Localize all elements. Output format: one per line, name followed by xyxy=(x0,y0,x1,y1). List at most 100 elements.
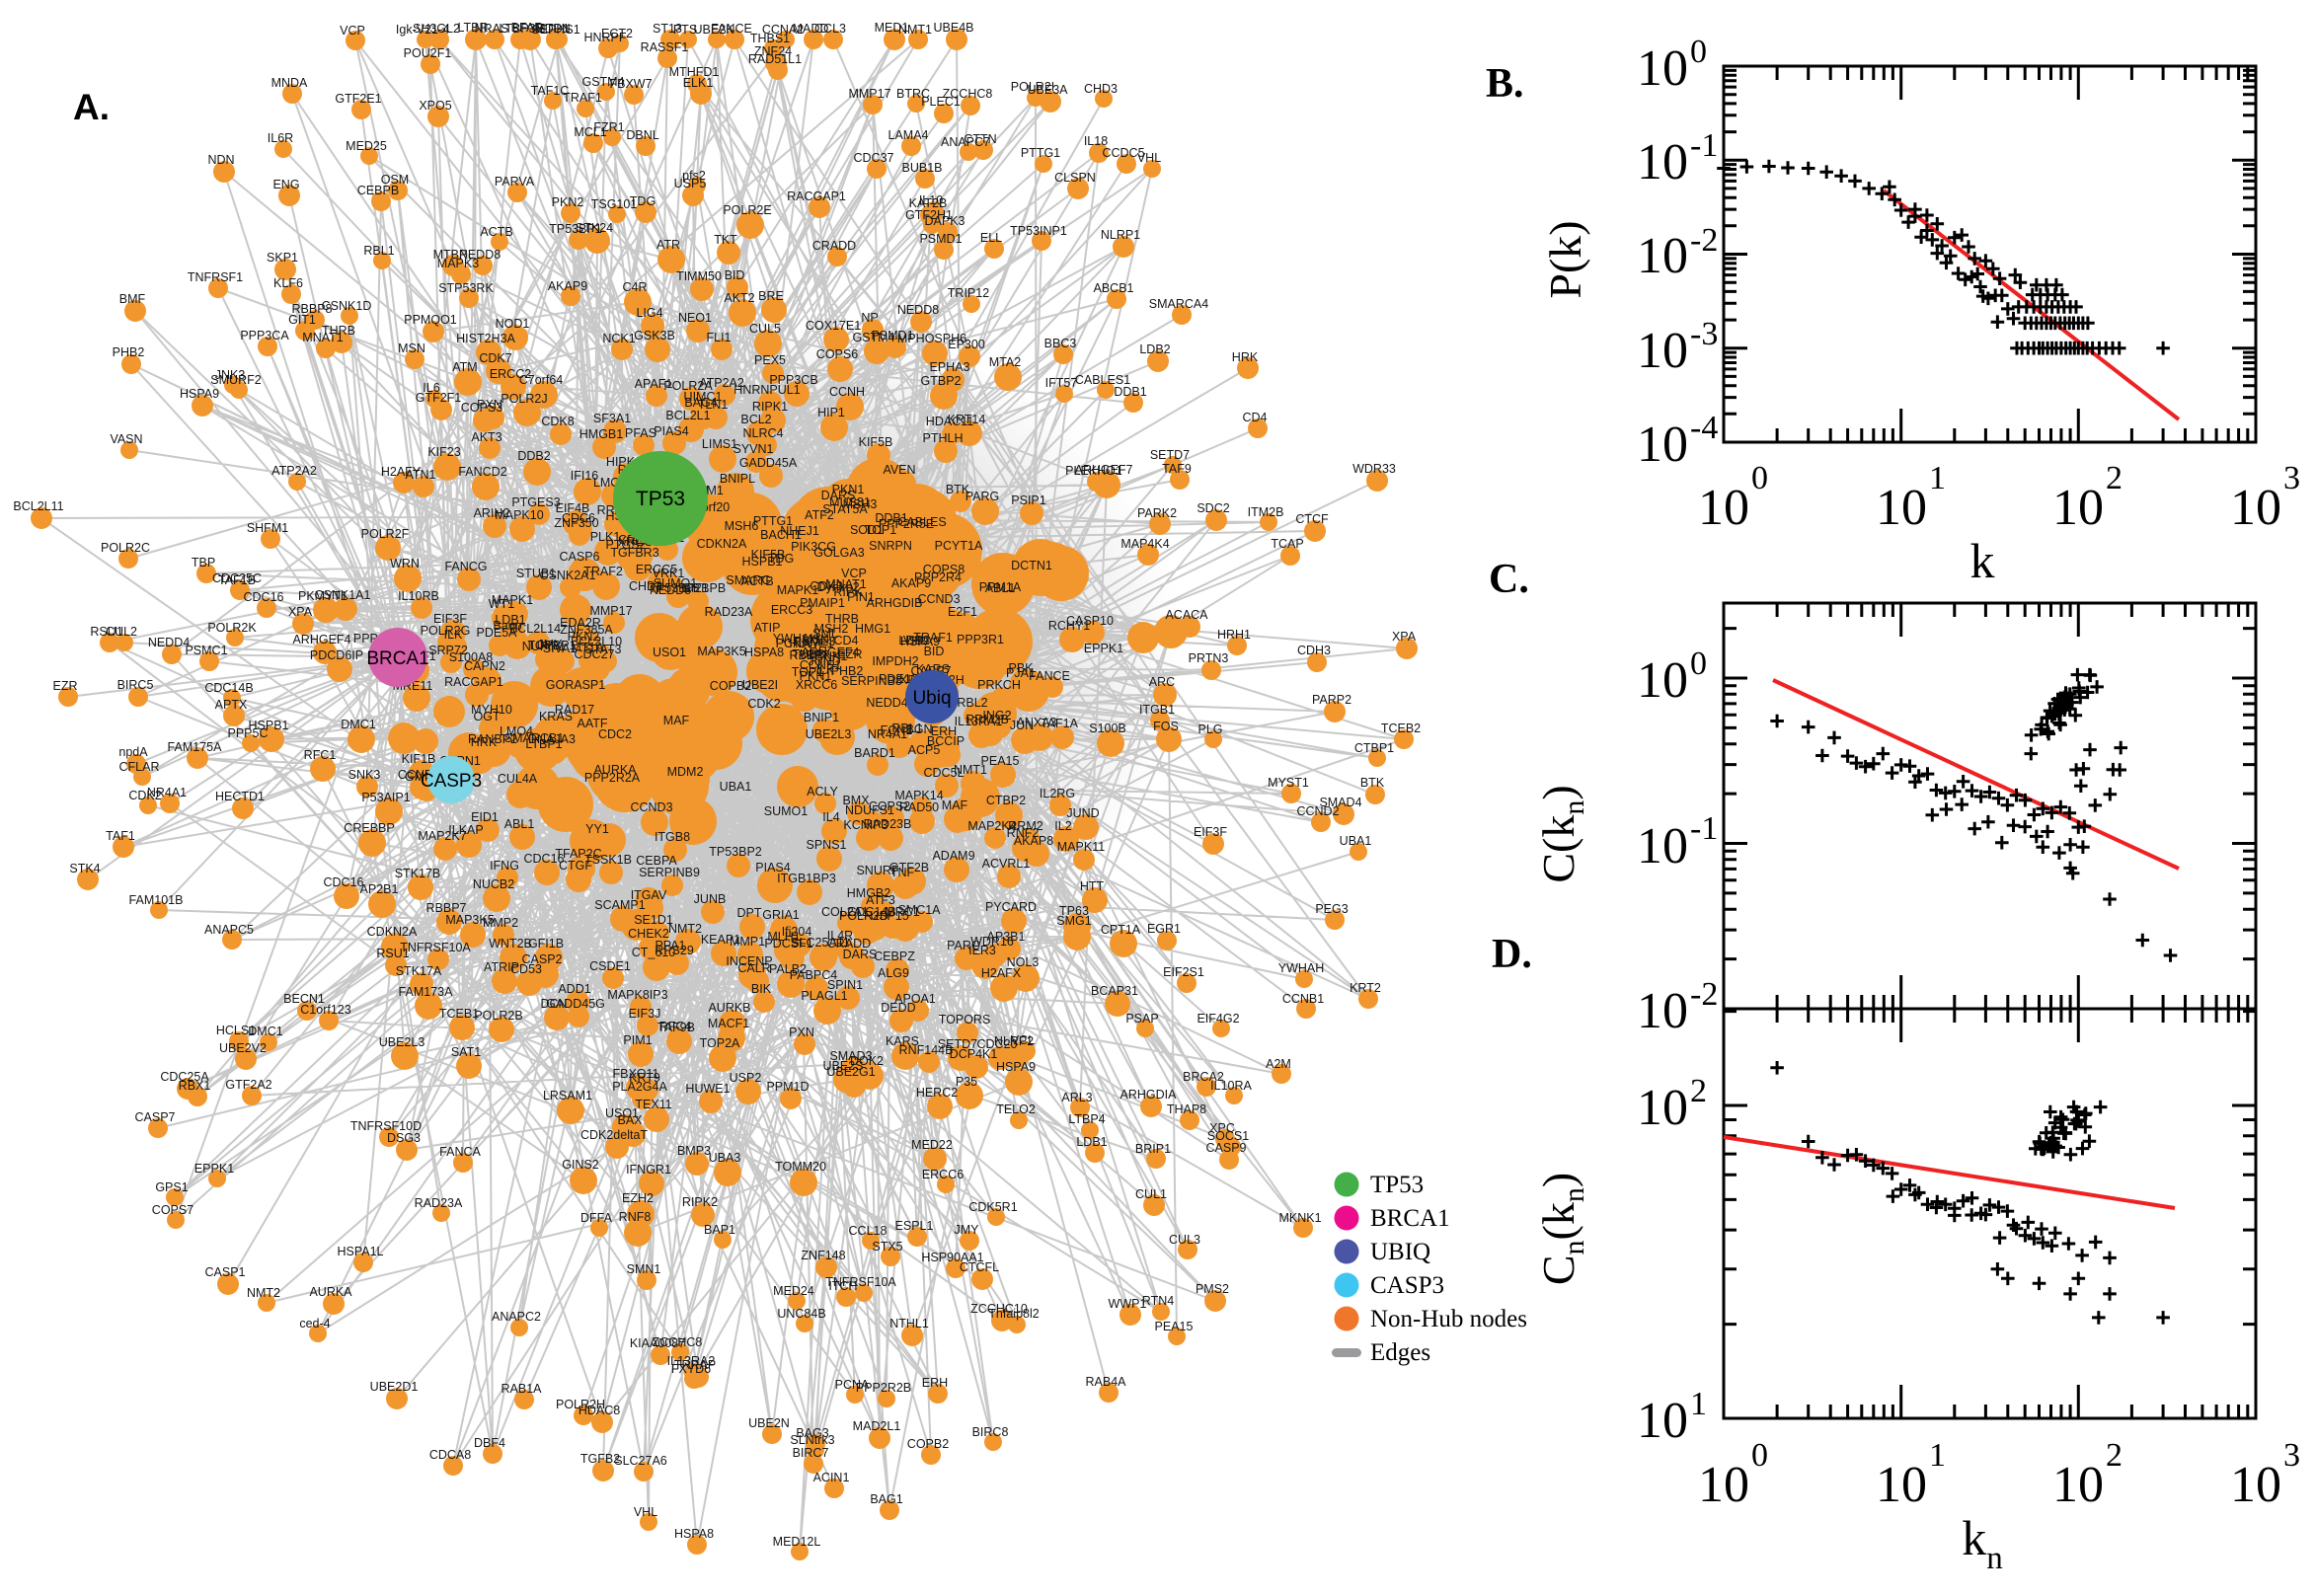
svg-text:MAPK10: MAPK10 xyxy=(495,508,543,522)
svg-text:UBE2G1: UBE2G1 xyxy=(826,1065,875,1079)
svg-text:HIST2H3A: HIST2H3A xyxy=(456,332,515,345)
svg-text:PTTG1: PTTG1 xyxy=(753,514,793,528)
svg-text:NR4A1: NR4A1 xyxy=(868,727,907,741)
svg-text:THBS1: THBS1 xyxy=(750,32,790,45)
svg-text:DDB1: DDB1 xyxy=(1114,385,1146,399)
svg-text:UBE2L3: UBE2L3 xyxy=(379,1035,425,1049)
svg-text:VHL: VHL xyxy=(1137,151,1161,165)
svg-text:PIN1: PIN1 xyxy=(847,590,875,604)
svg-text:PCNA: PCNA xyxy=(776,637,811,650)
svg-text:MED25: MED25 xyxy=(346,139,387,153)
svg-text:ARHGDIA: ARHGDIA xyxy=(1120,1088,1178,1102)
svg-text:PALB2: PALB2 xyxy=(769,962,807,976)
svg-text:STUB1: STUB1 xyxy=(516,567,556,580)
svg-text:MAD2L1: MAD2L1 xyxy=(853,1419,901,1433)
svg-text:Igk-V21-4: Igk-V21-4 xyxy=(396,23,449,37)
svg-text:XPA: XPA xyxy=(288,605,313,619)
svg-text:TOP1: TOP1 xyxy=(865,523,896,537)
svg-text:NDUFS1: NDUFS1 xyxy=(845,803,894,817)
svg-text:SLC25A11: SLC25A11 xyxy=(791,936,850,950)
svg-text:TCAP: TCAP xyxy=(1271,537,1303,551)
svg-text:LIG4: LIG4 xyxy=(636,306,662,320)
svg-text:GOLGA3: GOLGA3 xyxy=(813,546,864,560)
svg-text:CTBP1: CTBP1 xyxy=(1354,741,1394,755)
svg-text:KIF5B: KIF5B xyxy=(859,435,893,449)
svg-text:TGFBR3: TGFBR3 xyxy=(610,546,658,560)
svg-text:MNAT1: MNAT1 xyxy=(825,577,866,591)
svg-text:ANXA3: ANXA3 xyxy=(1017,716,1057,729)
svg-text:ITGB8: ITGB8 xyxy=(655,830,690,844)
svg-text:CASP9: CASP9 xyxy=(1206,1141,1247,1155)
svg-text:PRKCH: PRKCH xyxy=(977,678,1021,692)
svg-text:TP53BP2: TP53BP2 xyxy=(649,581,702,595)
svg-text:KIAA0087: KIAA0087 xyxy=(630,1336,685,1350)
svg-text:Cn(kn): Cn(kn) xyxy=(1533,1173,1590,1285)
svg-text:10: 10 xyxy=(1637,983,1688,1039)
svg-text:LIMS1: LIMS1 xyxy=(702,437,737,451)
svg-text:HERC2: HERC2 xyxy=(916,1086,958,1100)
svg-text:UBE2I: UBE2I xyxy=(742,678,778,692)
svg-text:ATN1: ATN1 xyxy=(405,468,435,482)
svg-text:RACGAP1: RACGAP1 xyxy=(787,190,846,203)
svg-text:UBE2D1: UBE2D1 xyxy=(370,1380,419,1394)
svg-text:CHEK2: CHEK2 xyxy=(628,927,669,941)
svg-text:ILK: ILK xyxy=(816,663,835,677)
svg-text:ING2: ING2 xyxy=(982,709,1011,722)
svg-text:BAG1: BAG1 xyxy=(870,1492,902,1506)
svg-text:ZCCHC8: ZCCHC8 xyxy=(653,1335,703,1349)
svg-text:EGR1: EGR1 xyxy=(1147,922,1181,936)
svg-text:MYH10: MYH10 xyxy=(471,703,512,717)
svg-text:CTCF: CTCF xyxy=(1295,512,1329,526)
svg-text:Non-Hub nodes: Non-Hub nodes xyxy=(1370,1306,1527,1332)
svg-text:SPNS1: SPNS1 xyxy=(807,838,847,852)
svg-text:ATF2: ATF2 xyxy=(805,508,834,522)
svg-text:GTF2E1: GTF2E1 xyxy=(335,92,381,106)
svg-text:PYCARD: PYCARD xyxy=(985,900,1037,914)
svg-text:WDR16: WDR16 xyxy=(970,935,1014,949)
svg-text:THRB: THRB xyxy=(825,612,859,626)
svg-text:CDC25C: CDC25C xyxy=(212,571,262,585)
svg-text:PSIP1: PSIP1 xyxy=(1011,494,1045,507)
svg-text:CUL1: CUL1 xyxy=(1135,1187,1167,1201)
svg-text:NMT2: NMT2 xyxy=(668,922,702,936)
svg-text:MAPK3: MAPK3 xyxy=(437,257,479,270)
svg-text:MAP3K5: MAP3K5 xyxy=(445,913,494,927)
svg-text:XRCC6: XRCC6 xyxy=(796,678,837,692)
svg-text:STK17B: STK17B xyxy=(395,867,441,880)
svg-text:TP53BP2: TP53BP2 xyxy=(709,845,762,859)
svg-text:CSNK2A1: CSNK2A1 xyxy=(540,569,596,582)
svg-text:10: 10 xyxy=(1637,1393,1688,1449)
svg-text:XPO5: XPO5 xyxy=(419,99,451,113)
svg-text:10: 10 xyxy=(1637,228,1688,284)
svg-text:IL6R: IL6R xyxy=(268,131,293,145)
svg-text:IL10: IL10 xyxy=(919,193,943,207)
svg-text:IL2RG: IL2RG xyxy=(1040,787,1075,800)
svg-text:FANCD2: FANCD2 xyxy=(458,465,506,479)
svg-text:10: 10 xyxy=(1637,417,1688,473)
svg-text:UBA3: UBA3 xyxy=(709,1151,741,1165)
svg-text:FANCE: FANCE xyxy=(711,22,752,36)
svg-text:RAB4A: RAB4A xyxy=(1086,1375,1127,1389)
svg-text:GORASP1: GORASP1 xyxy=(546,678,605,692)
svg-text:IL4: IL4 xyxy=(822,810,839,824)
svg-text:USO1: USO1 xyxy=(605,1106,639,1120)
svg-text:RRM2B: RRM2B xyxy=(965,713,1009,726)
svg-text:TDG: TDG xyxy=(630,194,656,208)
svg-text:ATM: ATM xyxy=(452,360,477,374)
svg-text:APAF1: APAF1 xyxy=(635,377,673,391)
svg-text:RAD50: RAD50 xyxy=(899,800,939,814)
svg-text:CPT1A: CPT1A xyxy=(1101,923,1141,937)
svg-text:FZR1: FZR1 xyxy=(593,120,624,134)
svg-text:POLR2F: POLR2F xyxy=(361,527,410,541)
svg-text:MMP17: MMP17 xyxy=(848,87,890,101)
svg-text:HSPA8: HSPA8 xyxy=(674,1527,714,1541)
svg-text:TNFRSF10A: TNFRSF10A xyxy=(825,1275,896,1289)
svg-text:FANCE: FANCE xyxy=(1029,669,1070,683)
svg-text:TAF1B: TAF1B xyxy=(218,573,256,587)
svg-text:VHL: VHL xyxy=(903,634,927,647)
svg-text:AP2B1: AP2B1 xyxy=(360,882,399,896)
svg-text:ARIH2: ARIH2 xyxy=(474,506,510,520)
svg-text:ERCC5: ERCC5 xyxy=(636,563,677,576)
svg-text:ITCH: ITCH xyxy=(828,1279,857,1293)
svg-text:PFAS: PFAS xyxy=(625,426,656,440)
